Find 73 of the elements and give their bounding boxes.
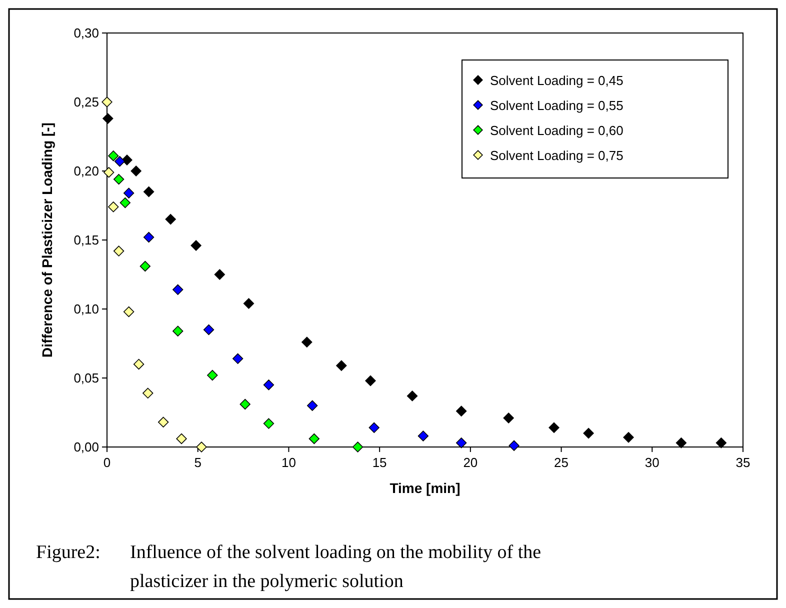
point [120,197,130,208]
point [243,298,254,309]
point [172,284,184,296]
x-axis-title: Time [min] [390,480,460,496]
point [196,442,207,452]
point [143,232,154,243]
y-tick-label: 0,05 [74,370,99,386]
point [406,390,418,402]
point [113,174,124,185]
point [123,306,134,318]
y-tick-label: 0,00 [74,440,99,454]
point [336,360,347,371]
text: Figure2: Influence of the solvent loading on the mobility of the plasticizer in the polymeric solution [36,542,542,592]
x-tick-label: 25 [554,455,569,470]
point [307,400,318,411]
point [263,380,274,390]
point [232,353,244,364]
point [176,433,187,444]
point [583,428,594,439]
y-tick-label: 0,30 [74,26,99,40]
point [302,336,312,348]
point [102,113,114,124]
point [140,260,150,272]
point [172,326,184,336]
point [214,269,225,280]
point [123,188,134,198]
y-tick-label: 0,15 [74,232,99,248]
point [365,375,376,386]
point [190,240,202,251]
point [203,324,214,336]
point [165,214,176,225]
legend-label: Solvent Loading = 0,45 [490,73,624,88]
x-tick-label: 15 [372,455,387,470]
point [263,418,274,429]
point [623,432,634,443]
point [548,422,560,434]
y-axis-title: Difference of Plasticizer Loading [-] [39,122,55,358]
legend-label: Solvent Loading = 0,55 [490,98,624,113]
point [508,440,520,451]
point [240,398,250,410]
x-tick-label: 35 [736,455,750,470]
point [113,246,124,256]
point [133,358,144,370]
x-tick-label: 30 [644,455,660,470]
point [368,422,380,434]
point [418,430,429,442]
point [503,412,514,424]
x-tick-label: 20 [463,455,478,470]
point [108,150,119,162]
point [352,442,364,452]
point [143,186,154,198]
point [158,416,169,428]
y-tick-label: 0,10 [74,302,99,316]
x-tick-label: 5 [194,455,202,470]
point [122,154,132,166]
y-tick-label: 0,25 [74,94,99,110]
legend-label: Solvent Loading = 0,75 [490,148,624,163]
x-tick-label: 10 [281,455,296,470]
point [103,167,114,178]
point [308,433,320,444]
point [108,202,119,212]
point [142,388,154,399]
point [456,438,467,448]
point [130,166,142,176]
point [716,438,727,448]
point [676,438,687,448]
point [114,156,126,167]
x-tick-label: 0 [103,455,111,470]
point [207,370,218,381]
point [102,96,112,108]
point [456,406,467,416]
legend-label: Solvent Loading = 0,60 [490,123,624,138]
y-tick-label: 0,20 [74,164,99,178]
